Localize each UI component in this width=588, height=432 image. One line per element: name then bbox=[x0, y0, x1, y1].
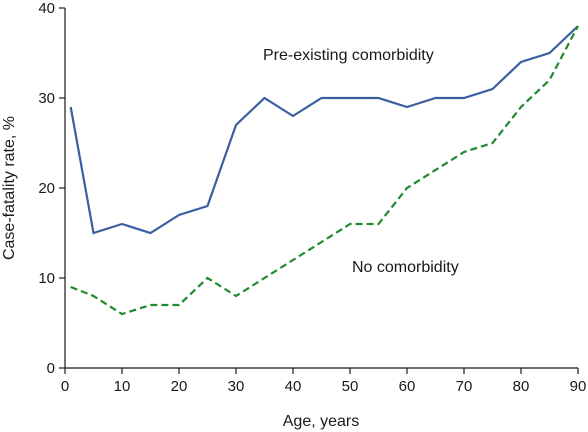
x-tick-label: 90 bbox=[570, 378, 587, 395]
axis-ticks: 0 10 20 30 40 50 60 70 80 90 0 10 20 30 40 bbox=[38, 0, 586, 395]
y-tick-label: 10 bbox=[38, 270, 55, 287]
y-axis-title: Case-fatality rate, % bbox=[1, 116, 18, 260]
x-tick-label: 80 bbox=[513, 378, 530, 395]
y-tick-label: 30 bbox=[38, 90, 55, 107]
x-tick-label: 50 bbox=[342, 378, 359, 395]
x-tick-label: 20 bbox=[171, 378, 188, 395]
series-layer bbox=[69, 25, 579, 316]
x-axis-title: Age, years bbox=[283, 413, 359, 430]
x-tick-label: 70 bbox=[456, 378, 473, 395]
y-tick-label: 20 bbox=[38, 180, 55, 197]
x-tick-label: 0 bbox=[61, 378, 69, 395]
series-line-no-comorbidity bbox=[70, 25, 579, 316]
series-label-no-comorbidity: No comorbidity bbox=[352, 259, 459, 276]
y-tick-label: 0 bbox=[47, 360, 55, 377]
x-tick-label: 60 bbox=[399, 378, 416, 395]
labels-layer: Age, years Case-fatality rate, % Pre-exi… bbox=[1, 47, 459, 430]
y-tick-label: 40 bbox=[38, 0, 55, 17]
x-tick-label: 30 bbox=[228, 378, 245, 395]
x-tick-label: 10 bbox=[114, 378, 131, 395]
x-tick-label: 40 bbox=[285, 378, 302, 395]
series-label-pre-existing-comorbidity: Pre-existing comorbidity bbox=[263, 47, 434, 64]
